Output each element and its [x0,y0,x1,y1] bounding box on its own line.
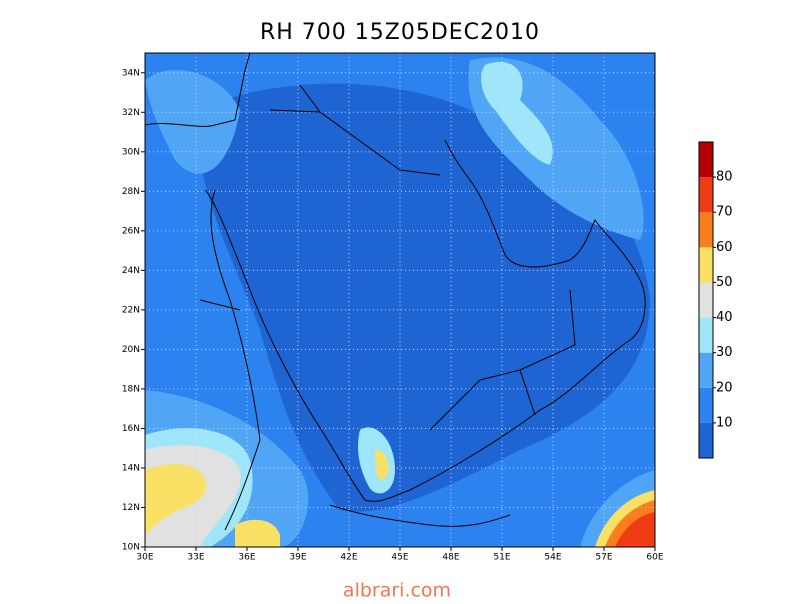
watermark: albrari.com [343,580,451,601]
colorbar-band [699,352,713,388]
x-tick-label: 39E [289,553,306,563]
colorbar-label: 80 [716,170,733,185]
y-tick-label: 18N [122,384,140,394]
colorbar-label: 40 [716,310,733,325]
colorbar-band [699,387,713,423]
x-tick-label: 36E [238,553,255,563]
y-tick-label: 34N [122,68,140,78]
x-tick-label: 45E [391,553,408,563]
colorbar-band [699,177,713,213]
y-tick-label: 32N [122,108,140,118]
x-tick-label: 60E [646,553,663,563]
x-tick-label: 57E [595,553,612,563]
y-tick-label: 28N [122,187,140,197]
colorbar-label: 20 [716,380,733,395]
colorbar-band [699,422,713,458]
axis-ticks: 30E 33E 36E 39E 42E 45E 48E 51E 54E 57E 60E 10N 12N 1… [122,68,664,562]
colorbar-label: 10 [716,415,733,430]
x-tick-label: 54E [544,553,561,563]
x-tick-label: 30E [136,553,153,563]
colorbar-band [699,317,713,353]
y-tick-label: 16N [122,424,140,434]
y-tick-label: 12N [122,503,140,513]
x-tick-label: 48E [442,553,459,563]
colorbar-label: 30 [716,345,733,360]
y-tick-label: 20N [122,345,140,355]
x-tick-label: 42E [340,553,357,563]
x-tick-label: 51E [493,553,510,563]
colorbar: 10 20 30 40 50 60 70 80 [698,141,733,459]
x-tick-label: 33E [187,553,204,563]
colorbar-label: 70 [716,205,733,220]
colorbar-band [699,282,713,318]
colorbar-frame [698,141,714,459]
y-tick-label: 14N [122,463,140,473]
coastlines [145,53,646,531]
colorbar-label: 60 [716,240,733,255]
y-tick-label: 10N [122,543,140,553]
y-tick-label: 30N [122,147,140,157]
colorbar-band [699,212,713,248]
y-tick-label: 24N [122,266,140,276]
colorbar-label: 50 [716,275,733,290]
y-tick-label: 22N [122,305,140,315]
map-fill [145,53,655,547]
colorbar-band [699,142,713,178]
map-title: RH 700 15Z05DEC2010 [260,20,540,45]
y-tick-label: 26N [122,226,140,236]
colorbar-band [699,247,713,283]
